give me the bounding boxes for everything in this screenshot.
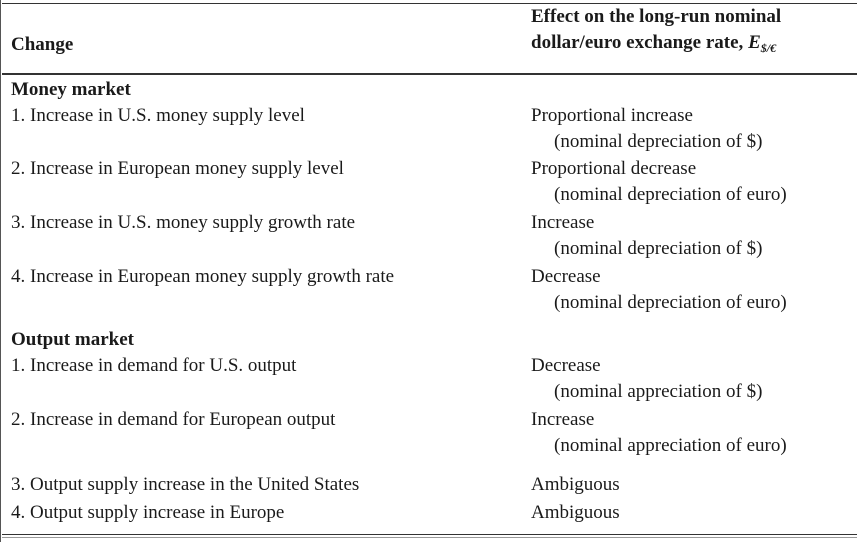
change-cell: 2. Increase in European money supply lev… xyxy=(11,158,344,179)
bottom-rule-secondary xyxy=(2,537,857,538)
effect-cell: Increase xyxy=(531,409,595,430)
effect-note: (nominal appreciation of $) xyxy=(554,381,763,402)
section-title-money-market: Money market xyxy=(11,79,131,100)
section-title-output-market: Output market xyxy=(11,329,134,350)
effect-cell: Decrease xyxy=(531,355,601,376)
bottom-rule xyxy=(2,534,857,535)
effect-cell: Decrease xyxy=(531,266,601,287)
change-cell: 1. Increase in U.S. money supply level xyxy=(11,105,305,126)
column-header-effect: Effect on the long-run nominal dollar/eu… xyxy=(531,4,781,61)
effect-note: (nominal depreciation of euro) xyxy=(554,292,787,313)
effect-header-text: dollar/euro exchange rate, xyxy=(531,32,749,53)
effect-cell: Proportional decrease xyxy=(531,158,697,179)
effect-note: (nominal appreciation of euro) xyxy=(554,435,787,456)
change-cell: 3. Increase in U.S. money supply growth … xyxy=(11,212,356,233)
change-cell: 2. Increase in demand for European outpu… xyxy=(11,409,336,430)
effect-cell: Ambiguous xyxy=(531,474,620,495)
effect-note: (nominal depreciation of $) xyxy=(554,238,763,259)
header-rule xyxy=(2,73,857,75)
effect-cell: Increase xyxy=(531,212,595,233)
change-cell: 4. Output supply increase in Europe xyxy=(11,502,285,523)
effect-cell: Ambiguous xyxy=(531,502,620,523)
column-header-change: Change xyxy=(11,34,74,55)
effect-cell: Proportional increase xyxy=(531,105,693,126)
exchange-rate-symbol: E xyxy=(748,32,761,53)
top-rule xyxy=(2,3,857,4)
left-border xyxy=(0,0,1,542)
effect-header-line2: dollar/euro exchange rate, E$/€ xyxy=(531,30,781,61)
change-cell: 1. Increase in demand for U.S. output xyxy=(11,355,297,376)
exchange-rate-subscript: $/€ xyxy=(760,41,777,55)
change-cell: 3. Output supply increase in the United … xyxy=(11,474,360,495)
change-cell: 4. Increase in European money supply gro… xyxy=(11,266,395,287)
effect-header-line1: Effect on the long-run nominal xyxy=(531,6,782,27)
effect-note: (nominal depreciation of euro) xyxy=(554,184,787,205)
effect-note: (nominal depreciation of $) xyxy=(554,131,763,152)
